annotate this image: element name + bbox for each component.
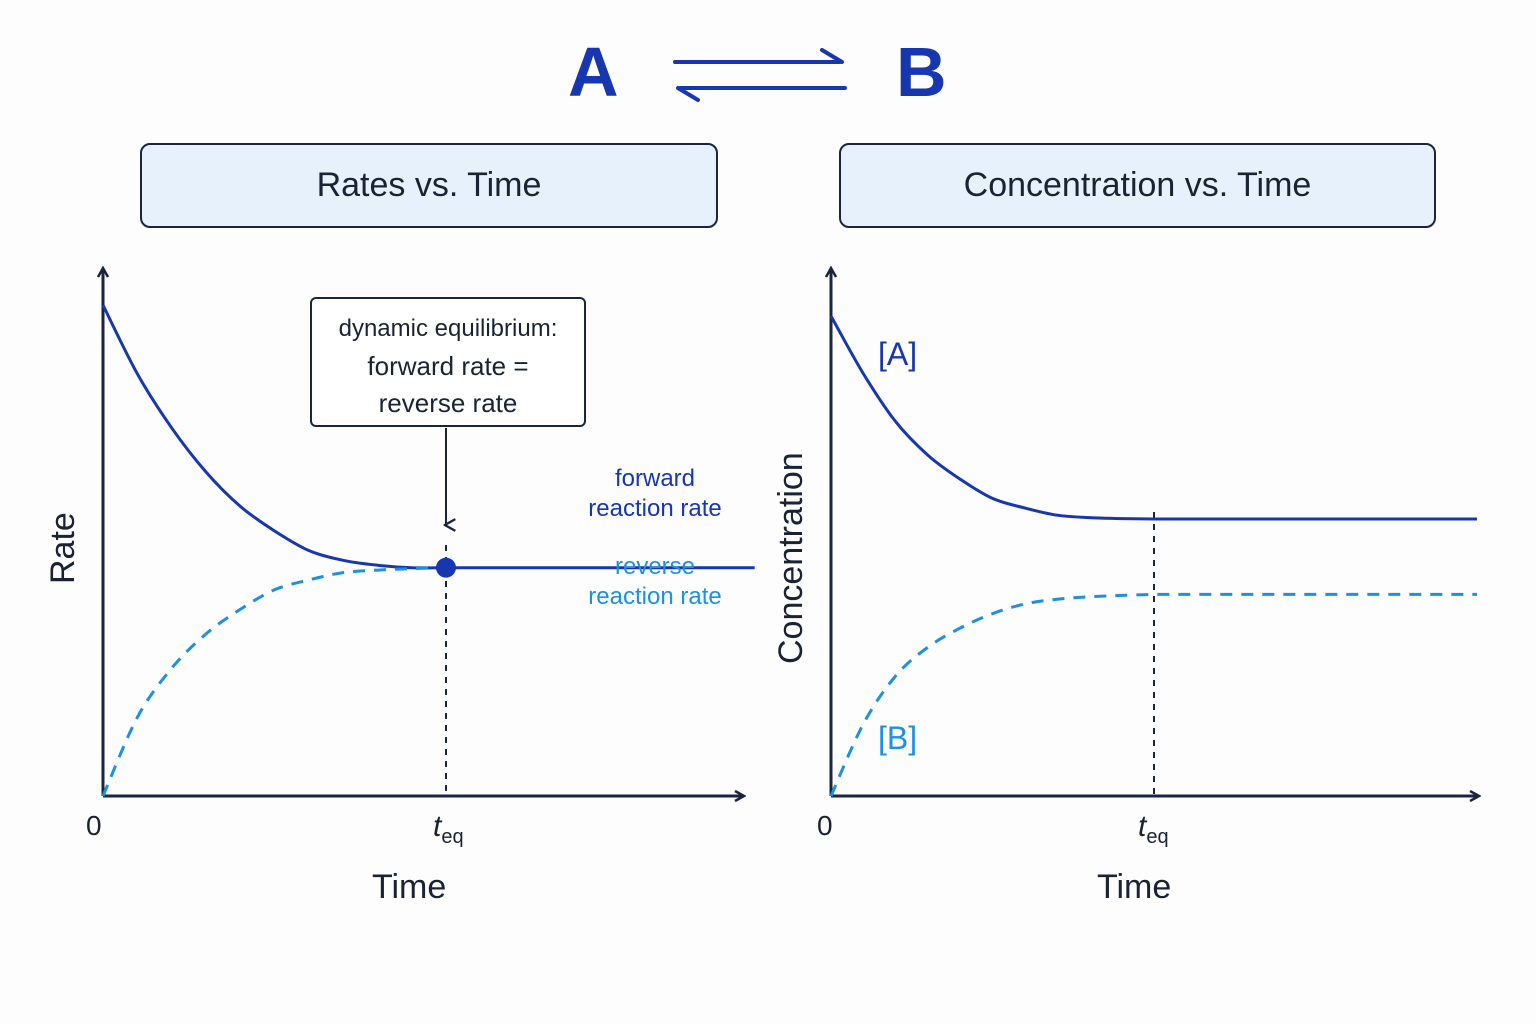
callout-line-1: dynamic equilibrium: — [338, 315, 558, 342]
rates-x-tick-teq: teq — [433, 810, 464, 848]
reverse-rate-label-line-2: reaction rate — [588, 583, 722, 610]
callout-line-2: forward rate = — [367, 351, 529, 381]
reverse-rate-label-line-1: reverse — [614, 553, 696, 580]
concentration-x-label: Time — [1097, 868, 1172, 906]
equilibrium-callout: dynamic equilibrium: forward rate = reve… — [310, 297, 586, 427]
concentration-chart-title: Concentration vs. Time — [839, 143, 1436, 228]
forward-rate-line — [101, 304, 755, 570]
rates-x-label: Time — [372, 868, 447, 906]
concentration-chart-axes — [831, 268, 1479, 796]
rates-x-tick-zero: 0 — [86, 810, 102, 841]
callout-line-3: reverse rate — [378, 388, 518, 418]
concentration-b-line — [829, 592, 1477, 797]
rates-chart-title: Rates vs. Time — [140, 143, 718, 228]
rates-y-label: Rate — [44, 512, 82, 584]
equilibrium-arrows-icon — [673, 48, 847, 102]
reverse-rate-label: reverse reaction rate — [560, 552, 750, 612]
species-b-label: B — [896, 33, 947, 111]
reverse-rate-line — [101, 566, 447, 797]
rates-chart-axes — [103, 268, 744, 796]
concentration-y-label: Concentration — [772, 452, 810, 664]
forward-rate-label-line-1: forward — [614, 465, 696, 492]
concentration-a-label: [A] — [878, 336, 918, 372]
concentration-b-label: [B] — [878, 720, 918, 756]
forward-rate-label: forward reaction rate — [560, 464, 750, 524]
species-a-label: A — [568, 33, 619, 111]
concentration-x-tick-teq: teq — [1138, 810, 1169, 848]
equilibrium-point — [436, 557, 456, 578]
concentration-x-tick-zero: 0 — [817, 810, 833, 841]
forward-rate-label-line-2: reaction rate — [588, 495, 722, 522]
concentration-a-line — [829, 315, 1477, 521]
